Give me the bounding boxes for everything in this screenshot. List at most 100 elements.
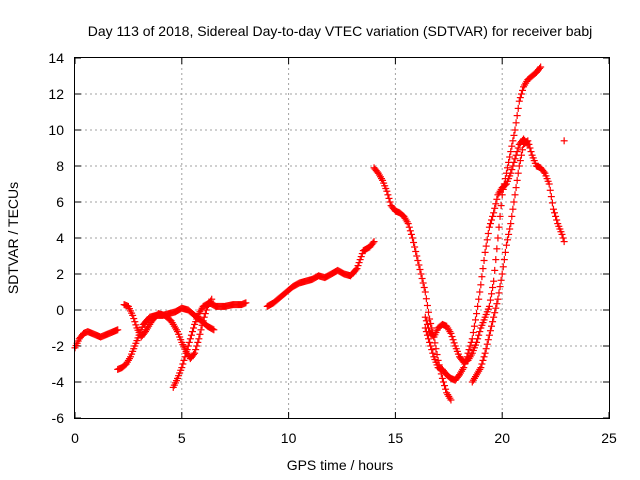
y-tick-label: -6 [52, 410, 65, 426]
data-point [425, 335, 433, 343]
data-point [352, 266, 360, 274]
data-point [492, 200, 500, 208]
data-point [499, 263, 507, 271]
data-point [525, 140, 533, 148]
data-point [470, 322, 478, 330]
data-point [479, 356, 487, 364]
y-tick-label: 6 [56, 194, 64, 210]
data-point [560, 137, 568, 145]
data-point [419, 279, 427, 287]
data-point [358, 250, 366, 258]
data-point [421, 313, 429, 321]
data-point [488, 322, 496, 330]
data-point [511, 191, 519, 199]
data-point [513, 176, 521, 184]
y-tick-label: 8 [56, 158, 64, 174]
data-point [180, 356, 188, 364]
data-point [182, 349, 190, 357]
data-point [482, 345, 490, 353]
data-point [507, 220, 515, 228]
data-point [473, 310, 481, 318]
data-point [427, 342, 435, 350]
data-point [476, 328, 484, 336]
data-point [422, 295, 430, 303]
data-point [485, 331, 493, 339]
data-point [493, 195, 501, 203]
y-tick-label: 0 [56, 302, 64, 318]
data-point [412, 248, 420, 255]
data-point [490, 277, 498, 285]
data-point [492, 256, 500, 264]
data-point [513, 148, 521, 156]
data-point [509, 205, 517, 213]
data-point [475, 295, 483, 303]
data-point [448, 333, 456, 341]
data-point [496, 212, 504, 220]
data-point [425, 308, 433, 316]
data-point [356, 256, 364, 264]
data-point [527, 148, 535, 156]
data-point [481, 248, 489, 256]
data-point [491, 309, 499, 317]
data-point [495, 289, 503, 297]
data-point [504, 164, 512, 172]
data-point [384, 191, 392, 199]
data-point [512, 119, 520, 127]
data-point [502, 241, 510, 249]
y-tick-label: -2 [52, 338, 65, 354]
data-point [413, 252, 421, 260]
x-tick-label: 15 [388, 430, 404, 446]
y-tick-label: -4 [52, 374, 65, 390]
data-point [429, 349, 437, 357]
data-point [195, 335, 203, 343]
data-point [426, 338, 434, 346]
data-point [450, 339, 458, 347]
data-point [354, 262, 362, 270]
data-point [188, 328, 196, 336]
data-point [505, 230, 513, 238]
data-point [506, 225, 514, 233]
data-point [552, 212, 560, 220]
data-point [540, 168, 548, 176]
data-point [485, 302, 493, 310]
data-point [461, 360, 469, 368]
data-point [548, 199, 556, 207]
data-point [488, 290, 496, 298]
data-point [545, 180, 553, 188]
data-point [508, 212, 516, 220]
data-point [414, 257, 422, 264]
y-tick-label: 10 [48, 122, 64, 138]
data-point [386, 198, 394, 206]
data-point [477, 364, 485, 372]
x-tick-label: 25 [601, 430, 617, 446]
data-point [491, 266, 499, 274]
data-point [406, 227, 414, 235]
data-point [407, 230, 415, 238]
data-point [179, 360, 187, 368]
data-point [421, 324, 429, 332]
data-point [493, 245, 501, 253]
data-point [500, 256, 508, 264]
data-point [484, 230, 492, 237]
data-point [507, 169, 515, 177]
data-point [493, 300, 501, 308]
data-point [559, 234, 567, 242]
data-point [200, 313, 208, 321]
data-point [410, 239, 418, 246]
data-point [489, 284, 497, 291]
data-point [509, 137, 517, 145]
data-point [476, 288, 484, 296]
data-point [488, 216, 496, 224]
data-point [515, 97, 523, 105]
data-point [516, 157, 524, 165]
data-point [463, 353, 471, 361]
data-point [439, 378, 447, 386]
data-point [507, 148, 515, 156]
data-point [405, 223, 413, 231]
data-point [423, 320, 431, 328]
data-point [355, 259, 363, 267]
data-point [491, 204, 499, 212]
data-point [132, 321, 140, 329]
data-point [501, 248, 509, 256]
data-point [408, 234, 416, 242]
